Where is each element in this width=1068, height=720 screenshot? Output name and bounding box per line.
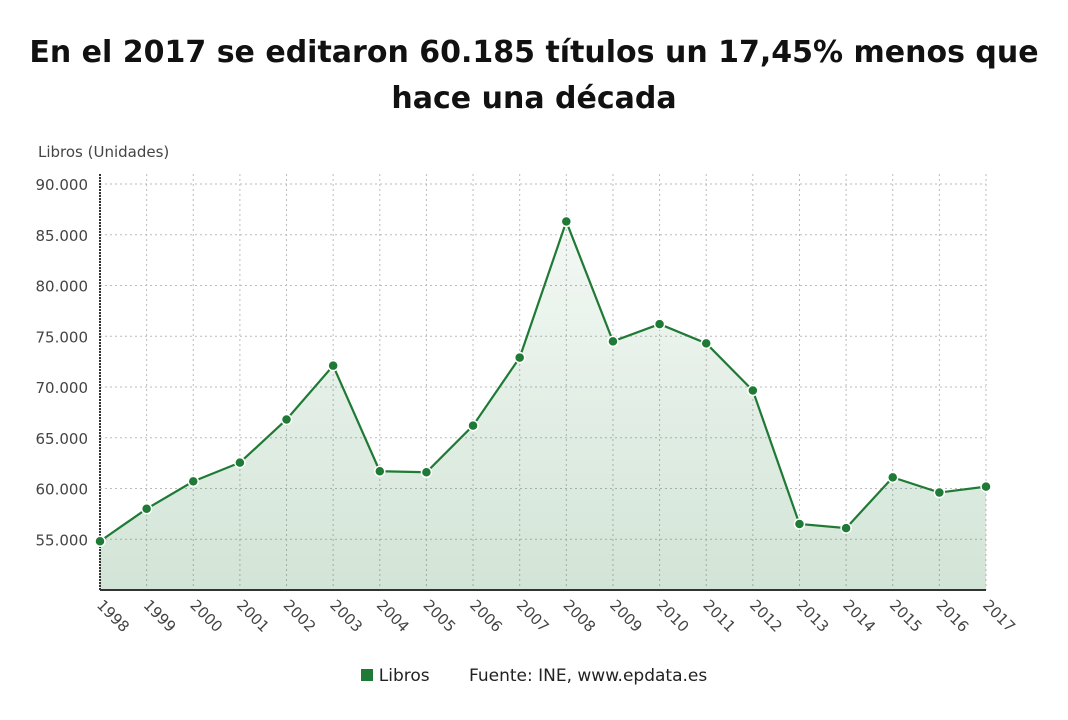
source-text: Fuente: INE, www.epdata.es <box>469 666 708 686</box>
x-tick-label: 2009 <box>606 596 646 636</box>
legend-label: Libros <box>378 666 430 686</box>
y-tick-label: 85.000 <box>36 227 89 245</box>
x-tick-label: 1999 <box>140 596 180 636</box>
x-tick-label: 2017 <box>979 596 1019 636</box>
data-point <box>933 486 946 499</box>
y-axis-label: Libros (Unidades) <box>38 143 169 161</box>
data-point <box>886 471 899 484</box>
data-point <box>840 522 852 534</box>
data-point <box>467 419 479 432</box>
data-point <box>234 456 246 469</box>
x-tick-label: 2007 <box>513 596 553 636</box>
x-tick-label: 2011 <box>699 596 739 636</box>
x-tick-label: 2014 <box>839 596 879 636</box>
y-tick-label: 70.000 <box>36 379 89 397</box>
x-tick-label: 2015 <box>886 596 926 636</box>
data-point <box>327 359 339 372</box>
chart-title: En el 2017 se editaron 60.185 títulos un… <box>29 35 1039 116</box>
area-fill <box>100 221 986 590</box>
data-point <box>94 535 106 548</box>
x-tick-label: 2016 <box>933 596 973 636</box>
data-point <box>653 318 666 330</box>
data-point <box>140 503 153 515</box>
x-tick-label: 2004 <box>373 596 413 636</box>
data-point <box>560 215 573 228</box>
x-tick-label: 2002 <box>280 596 320 636</box>
data-point <box>980 480 992 493</box>
data-point <box>513 351 526 364</box>
data-point <box>747 384 759 397</box>
x-tick-label: 2003 <box>326 596 366 636</box>
series-line <box>99 218 987 543</box>
y-tick-label: 60.000 <box>36 481 89 499</box>
data-point <box>280 413 293 426</box>
y-tick-label: 65.000 <box>36 430 89 448</box>
x-tick-label: 2006 <box>466 596 506 636</box>
y-tick-label: 55.000 <box>36 531 89 549</box>
data-point <box>700 337 712 350</box>
x-tick-label: 2008 <box>559 596 599 636</box>
legend-swatch <box>360 669 373 681</box>
data-point <box>607 335 619 348</box>
legend: Libros Fuente: INE, www.epdata.es <box>0 666 1068 686</box>
data-point <box>374 465 386 477</box>
x-tick-label: 2000 <box>186 596 226 636</box>
x-tick-label: 2012 <box>746 596 786 636</box>
x-tick-label: 2013 <box>793 596 833 636</box>
x-tick-label: 1998 <box>93 596 133 636</box>
x-tick-label: 2005 <box>420 596 460 636</box>
y-tick-label: 75.000 <box>36 328 89 346</box>
x-tick-label: 2010 <box>653 596 693 636</box>
data-point <box>187 475 200 488</box>
y-tick-label: 80.000 <box>36 278 89 296</box>
y-tick-label: 90.000 <box>36 176 89 194</box>
data-point <box>420 466 433 479</box>
data-point <box>793 518 806 530</box>
x-tick-label: 2001 <box>233 596 273 636</box>
